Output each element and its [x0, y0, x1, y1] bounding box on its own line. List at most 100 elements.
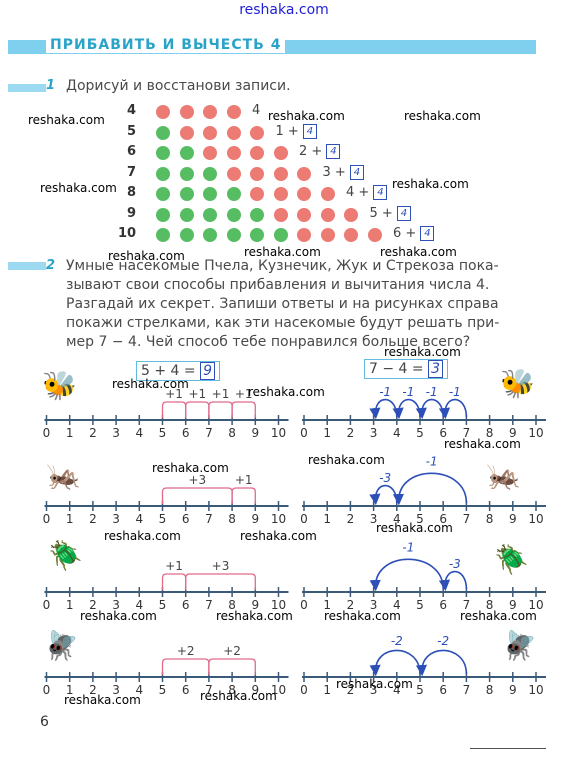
- number-line-tick-label: 7: [205, 683, 213, 697]
- answer-box: 4: [349, 164, 364, 180]
- equation-add: 5 + 4 = 9: [136, 361, 221, 381]
- number-line-tick-label: 10: [271, 598, 286, 612]
- jump-label-sub: -1: [402, 541, 414, 555]
- number-line-tick-label: 9: [509, 512, 517, 526]
- beetle-icon: 🪲: [494, 543, 529, 576]
- task2-number: 2: [46, 258, 56, 273]
- number-line-tick-label: 7: [205, 426, 213, 440]
- red-counter: [320, 187, 335, 201]
- row-label: 6: [126, 144, 136, 159]
- red-counter: [344, 207, 358, 222]
- number-line-tick-label: 4: [135, 512, 143, 526]
- row-label: 5: [126, 123, 136, 139]
- jump-arrow-sub: [369, 649, 421, 677]
- number-line-tick-label: 4: [393, 683, 401, 697]
- watermark: reshaka.com: [268, 109, 345, 123]
- number-line-tick-label: 6: [439, 426, 447, 440]
- green-counter: [226, 228, 241, 242]
- number-line-tick-label: 7: [463, 683, 471, 697]
- watermark: reshaka.com: [240, 529, 317, 543]
- grasshopper-icon: 🦗: [46, 459, 81, 492]
- row-expression: 4 + 4: [346, 185, 388, 200]
- green-counter: [203, 207, 217, 222]
- number-line-tick-label: 9: [509, 598, 517, 612]
- number-line-tick-label: 5: [159, 426, 167, 440]
- number-line-tick-label: 0: [43, 426, 51, 440]
- row-label: 8: [126, 185, 136, 200]
- task2-text: Умные насекомые Пчела, Кузнечик, Жук и С…: [66, 257, 536, 352]
- watermark: reshaka.com: [216, 609, 293, 623]
- number-line-tick-label: 9: [509, 683, 517, 697]
- red-counter: [203, 125, 217, 140]
- watermark: reshaka.com: [40, 181, 117, 195]
- number-line-tick-label: 5: [159, 512, 167, 526]
- equation-sub: 7 − 4 = 3: [364, 359, 449, 379]
- number-line-tick-label: 6: [439, 683, 447, 697]
- number-line-tick-label: 1: [323, 683, 331, 697]
- watermark: reshaka.com: [460, 609, 537, 623]
- number-line-tick-label: 9: [251, 683, 259, 697]
- equation-add-answer: 9: [200, 362, 216, 380]
- number-line-tick-label: 2: [347, 683, 355, 697]
- number-line-tick-label: 0: [300, 426, 308, 440]
- number-line-tick-label: 6: [182, 426, 190, 440]
- watermark: reshaka.com: [336, 677, 413, 691]
- number-line-tick-label: 9: [251, 598, 259, 612]
- number-line-tick-label: 0: [300, 683, 308, 697]
- task2-line: Умные насекомые Пчела, Кузнечик, Жук и С…: [66, 258, 499, 274]
- green-counter: [250, 228, 264, 242]
- green-counter: [203, 166, 217, 181]
- task2-line: мер 7 − 4. Чей способ тебе понравился бо…: [66, 334, 471, 350]
- number-line-tick-label: 3: [112, 426, 120, 440]
- jump-label-add: +2: [223, 644, 241, 658]
- watermark: reshaka.com: [64, 693, 141, 707]
- red-counter: [226, 166, 241, 181]
- red-counter: [250, 166, 264, 181]
- number-line-tick-label: 10: [271, 683, 286, 697]
- red-counter: [203, 105, 217, 119]
- jump-arrow-sub: [392, 472, 468, 506]
- number-line-tick-label: 6: [182, 598, 190, 612]
- red-counter: [344, 228, 358, 242]
- number-line-tick-label: 5: [416, 512, 424, 526]
- jump-label-sub: -1: [449, 385, 461, 399]
- number-line-tick-label: 10: [528, 683, 543, 697]
- red-counter: [273, 207, 288, 222]
- number-line-tick-label: 1: [66, 426, 74, 440]
- number-line-tick-label: 4: [135, 598, 143, 612]
- row-expression: 6 + 4: [393, 226, 435, 241]
- task2-line: зывают свои способы прибавления и вычита…: [66, 277, 490, 293]
- number-line-tick-label: 8: [486, 426, 494, 440]
- number-line-tick-label: 8: [228, 426, 236, 440]
- number-line-tick-label: 3: [370, 512, 378, 526]
- jump-label-add: +3: [188, 473, 206, 487]
- task1-text: Дорисуй и восстанови записи.: [66, 78, 291, 94]
- answer-box: 4: [326, 144, 341, 159]
- number-line-tick-label: 0: [300, 512, 308, 526]
- red-counter: [226, 146, 241, 160]
- number-line-tick-label: 8: [486, 683, 494, 697]
- watermark: reshaka.com: [248, 385, 325, 399]
- row-expression-text: 3 +: [322, 164, 350, 180]
- jump-label-sub: -3: [449, 557, 461, 571]
- watermark: reshaka.com: [384, 345, 461, 359]
- jump-label-add: +2: [177, 644, 195, 658]
- number-line-tick-label: 7: [205, 512, 213, 526]
- number-line-tick-label: 2: [89, 683, 97, 697]
- red-counter: [250, 125, 264, 140]
- row-expression-text: 5 +: [369, 205, 397, 221]
- row-label: 7: [126, 164, 136, 180]
- number-line-tick-label: 3: [370, 426, 378, 440]
- jump-arc-add: [231, 401, 256, 418]
- number-line-tick-label: 4: [393, 598, 401, 612]
- number-line-tick-label: 4: [393, 426, 401, 440]
- green-counter: [156, 207, 170, 222]
- jump-arrow-sub: [392, 398, 421, 420]
- jump-arc-add: [161, 573, 187, 590]
- page-title: ПРИБАВИТЬ И ВЫЧЕСТЬ 4: [46, 37, 286, 53]
- number-line-tick-label: 5: [159, 598, 167, 612]
- red-counter: [226, 125, 241, 140]
- jump-arrow-sub: [438, 398, 468, 420]
- equation-sub-text: 7 − 4 =: [369, 361, 424, 377]
- jump-label-sub: -1: [402, 385, 414, 399]
